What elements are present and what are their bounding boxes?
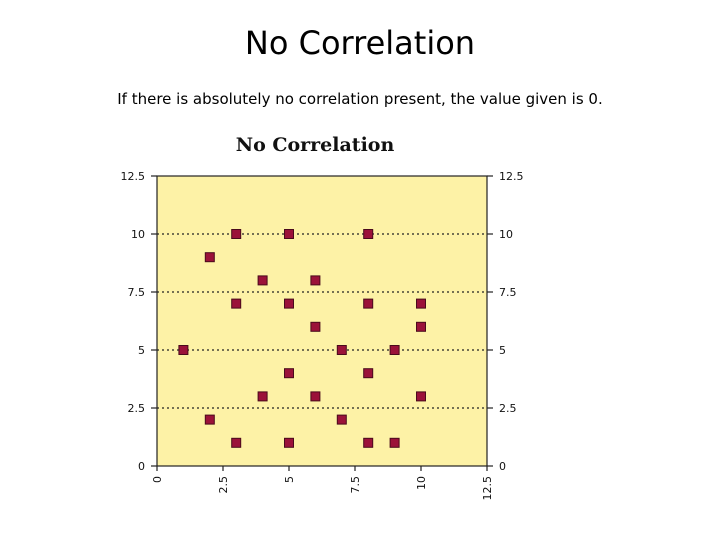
y-tick-label: 2.5 bbox=[128, 402, 146, 415]
slide-title: No Correlation bbox=[244, 24, 476, 62]
data-point bbox=[389, 345, 400, 355]
left-y-axis: 0 2.5 5 7.5 10 12.5 bbox=[121, 170, 157, 473]
x-tick-label: 10 bbox=[415, 476, 428, 490]
y-tick-label: 12.5 bbox=[121, 170, 146, 183]
chart-svg: 0 2.5 5 7.5 10 12.5 0 2.5 5 7.5 10 12.5 0 2.5 5 7.5 10… bbox=[121, 170, 524, 501]
x-axis: 0 2.5 5 7.5 10 12.5 bbox=[151, 466, 494, 501]
y-tick-label-right: 5 bbox=[499, 344, 506, 357]
y-tick-label: 10 bbox=[131, 228, 145, 241]
data-point bbox=[416, 391, 426, 402]
data-point bbox=[284, 229, 294, 239]
data-point bbox=[257, 391, 268, 402]
right-y-axis: 0 2.5 5 7.5 10 12.5 bbox=[487, 170, 524, 473]
data-point bbox=[284, 368, 294, 379]
y-tick-label-right: 7.5 bbox=[499, 286, 517, 299]
scatter-chart: No Correlation 0 2.5 5 7.5 10 12.5 0 2.5 5 7.5 10… bbox=[100, 120, 550, 520]
y-tick-label: 5 bbox=[138, 344, 145, 357]
slide-body-text: If there is absolutely no correlation pr… bbox=[117, 90, 603, 108]
data-point bbox=[310, 321, 321, 332]
data-point bbox=[416, 298, 426, 309]
x-tick-label: 2.5 bbox=[217, 476, 230, 494]
x-tick-label: 5 bbox=[283, 476, 296, 483]
data-point bbox=[389, 437, 400, 448]
data-point bbox=[363, 437, 374, 448]
data-point bbox=[336, 414, 347, 425]
data-point bbox=[363, 229, 374, 239]
data-point bbox=[310, 391, 321, 402]
data-point bbox=[204, 414, 215, 425]
data-points bbox=[178, 229, 426, 448]
data-point bbox=[284, 298, 294, 309]
data-point bbox=[231, 298, 242, 309]
y-tick-label-right: 10 bbox=[499, 228, 513, 241]
data-point bbox=[363, 368, 374, 379]
x-tick-label: 0 bbox=[151, 476, 164, 483]
y-tick-label-right: 0 bbox=[499, 460, 506, 473]
data-point bbox=[416, 321, 426, 332]
data-point bbox=[363, 298, 374, 309]
data-point bbox=[231, 229, 242, 239]
data-point bbox=[336, 345, 347, 355]
chart-title: No Correlation bbox=[235, 134, 395, 156]
data-point bbox=[310, 275, 321, 286]
x-tick-label: 7.5 bbox=[349, 476, 362, 494]
x-tick-label: 12.5 bbox=[481, 476, 494, 501]
gridlines bbox=[157, 233, 487, 409]
data-point bbox=[204, 252, 215, 263]
data-point bbox=[257, 275, 268, 286]
y-tick-label: 0 bbox=[138, 460, 145, 473]
data-point bbox=[231, 437, 242, 448]
data-point bbox=[284, 437, 294, 448]
y-tick-label: 7.5 bbox=[128, 286, 146, 299]
y-tick-label-right: 2.5 bbox=[499, 402, 517, 415]
data-point bbox=[178, 345, 189, 355]
y-tick-label-right: 12.5 bbox=[499, 170, 524, 183]
